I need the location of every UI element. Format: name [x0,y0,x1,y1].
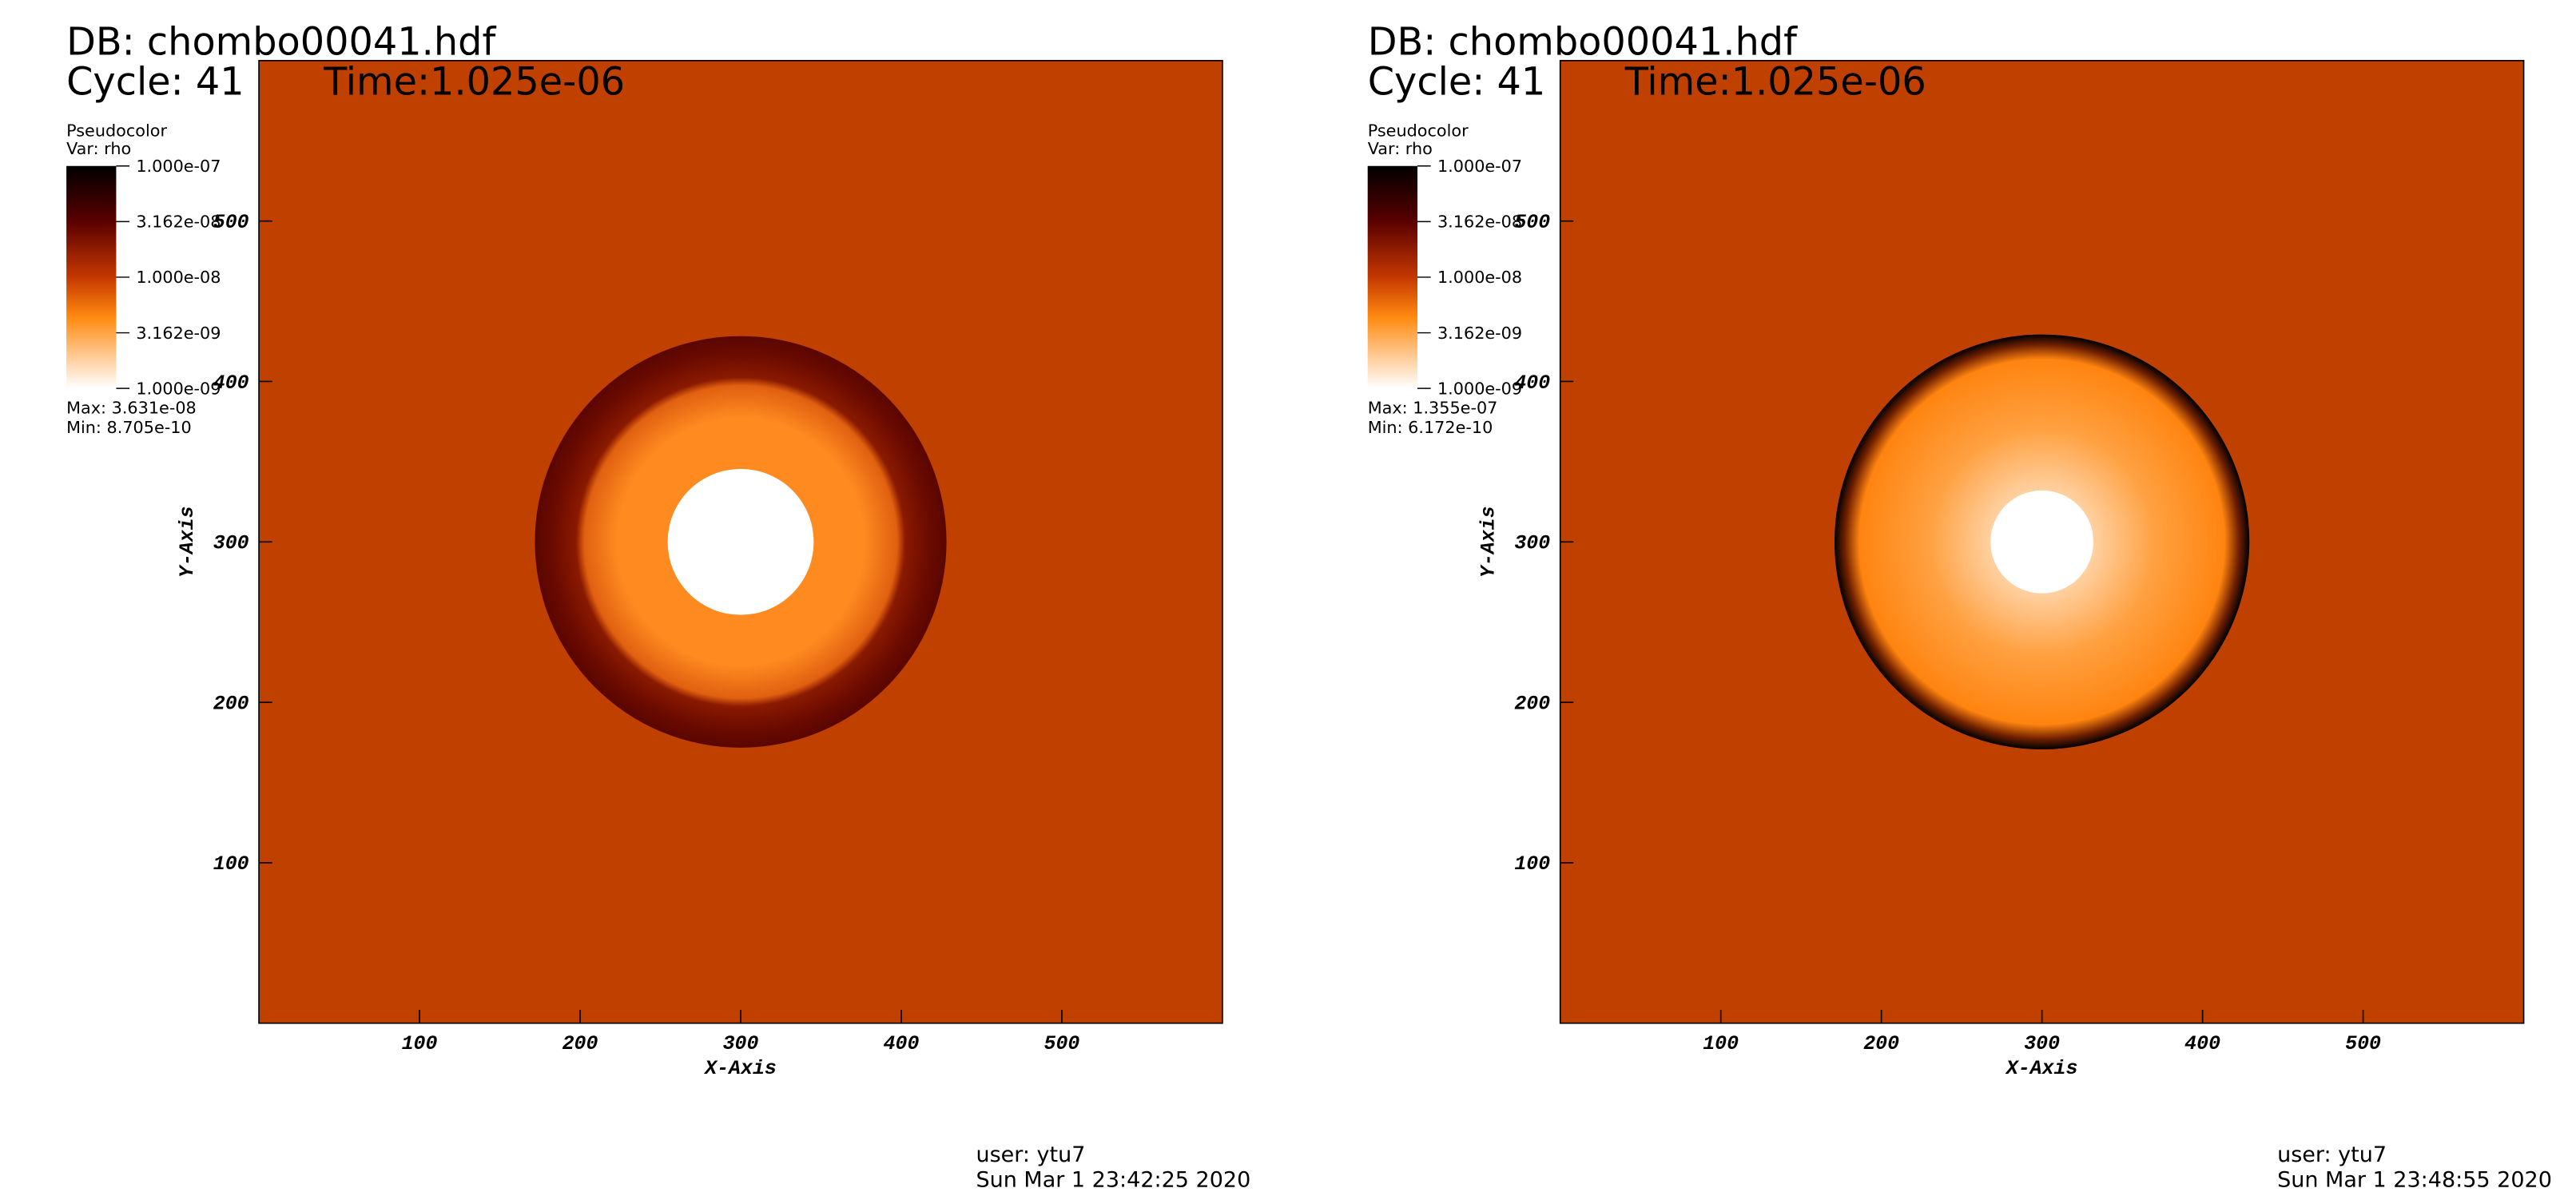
y-tick-label: 200 [213,693,249,715]
x-tick-label: 300 [723,1033,759,1055]
x-tick-label: 200 [1863,1033,1899,1055]
y-tick-label: 500 [213,212,249,234]
x-tick-label: 400 [2184,1033,2220,1055]
x-tick-label: 100 [1703,1033,1739,1055]
legend-var: Var: rho [1368,139,1433,158]
y-tick-label: 500 [1514,212,1550,234]
colorbar-label: 1.000e-08 [1437,268,1522,287]
x-tick-label: 200 [563,1033,598,1055]
x-tick-label: 500 [2345,1033,2381,1055]
y-axis-label: Y-Axis [1478,506,1501,578]
legend-var: Var: rho [66,139,131,158]
core [667,468,814,615]
db-name: DB: chombo00041.hdf [66,21,496,65]
user: user: ytu7 [976,1142,1085,1167]
colorbar-label: 3.162e-08 [1437,213,1522,232]
colorbar-label: 1.000e-08 [136,268,221,287]
min-label: Min: 8.705e-10 [66,418,192,437]
y-tick-label: 400 [213,372,249,395]
y-tick-label: 300 [213,533,249,555]
x-tick-label: 500 [1044,1033,1080,1055]
legend-title: Pseudocolor [66,121,167,140]
colorbar-label: 3.162e-08 [136,213,221,232]
x-axis-label: X-Axis [2005,1058,2078,1080]
colorbar-label: 1.000e-07 [1437,157,1522,176]
x-tick-label: 100 [402,1033,438,1055]
x-tick-label: 400 [884,1033,920,1055]
cycle: Cycle: 41 [1368,60,1546,104]
colorbar [66,165,117,389]
max-label: Max: 1.355e-07 [1368,398,1498,417]
colorbar-label: 3.162e-09 [136,324,221,343]
y-tick-label: 100 [213,853,249,876]
core [1990,490,2094,594]
legend-title: Pseudocolor [1368,121,1469,140]
colorbar [1367,165,1418,389]
x-axis-label: X-Axis [703,1058,777,1080]
y-tick-label: 300 [1514,533,1550,555]
colorbar-label: 1.000e-09 [136,379,221,398]
user: user: ytu7 [2277,1142,2387,1167]
min-label: Min: 6.172e-10 [1368,418,1493,437]
date: Sun Mar 1 23:48:55 2020 [2277,1167,2552,1192]
y-tick-label: 400 [1514,372,1550,395]
time: Time:1.025e-06 [323,60,625,104]
cycle: Cycle: 41 [66,60,244,104]
colorbar-label: 3.162e-09 [1437,324,1522,343]
time: Time:1.025e-06 [1624,60,1926,104]
max-label: Max: 3.631e-08 [66,398,197,417]
y-tick-label: 200 [1514,693,1550,715]
y-axis-label: Y-Axis [177,506,199,578]
colorbar-label: 1.000e-07 [136,157,221,176]
y-tick-label: 100 [1514,853,1550,876]
x-tick-label: 300 [2024,1033,2060,1055]
date: Sun Mar 1 23:42:25 2020 [976,1167,1250,1192]
colorbar-label: 1.000e-09 [1437,379,1522,398]
db-name: DB: chombo00041.hdf [1368,21,1798,65]
